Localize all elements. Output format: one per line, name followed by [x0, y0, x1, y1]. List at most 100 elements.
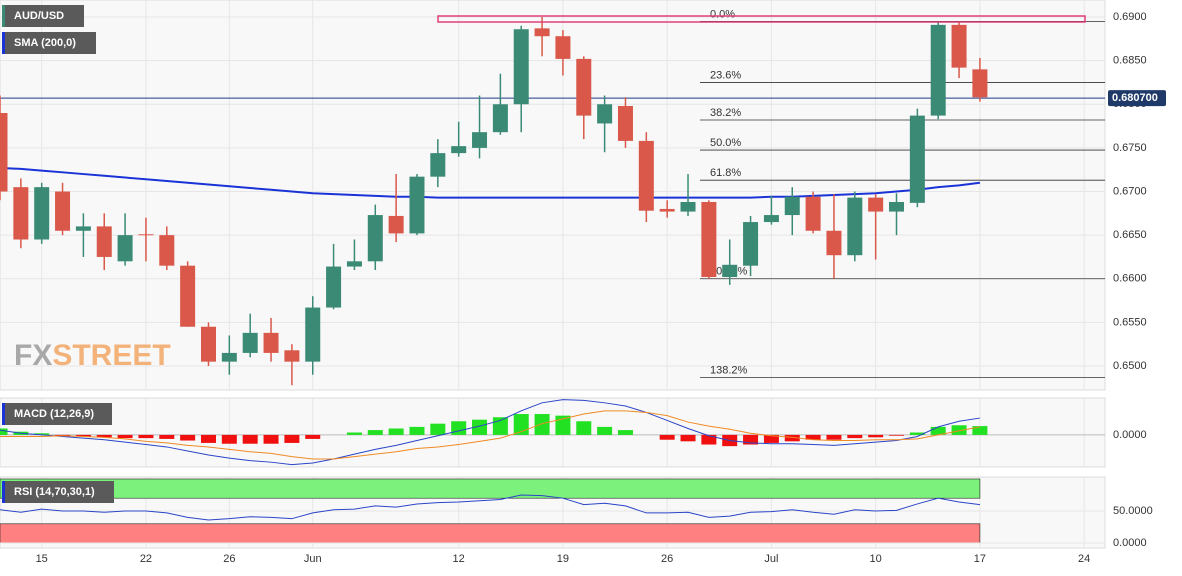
legend-box	[2, 481, 114, 503]
candle-body	[96, 226, 112, 257]
macd-bar	[743, 434, 759, 445]
macd-bar	[513, 414, 529, 435]
candle-body	[346, 261, 362, 267]
y-tick-label: 0.0000	[1113, 429, 1147, 441]
macd-bar	[200, 434, 216, 443]
legend-accent	[2, 5, 5, 27]
macd-bar	[346, 432, 362, 435]
macd-bar	[492, 417, 508, 435]
macd-bar	[180, 434, 196, 441]
candle-body	[826, 230, 842, 256]
macd-bar	[617, 430, 633, 435]
y-tick-label: 0.6700	[1113, 185, 1147, 197]
legend-label: SMA (200,0)	[14, 37, 76, 49]
range-box	[437, 15, 1086, 23]
legend-box	[2, 403, 112, 425]
fib-label: 0.0%	[710, 8, 735, 20]
candle-body	[784, 196, 800, 216]
macd-bar	[472, 419, 488, 435]
macd-bar	[242, 434, 258, 444]
macd-bar	[117, 434, 133, 439]
y-tick-label: 0.6900	[1113, 11, 1147, 23]
candle-body	[34, 187, 50, 240]
candle-body	[889, 201, 905, 212]
legend-box	[2, 5, 84, 27]
candle-body	[617, 106, 633, 141]
candle-body	[221, 352, 237, 362]
candle-body	[200, 326, 216, 362]
macd-bar	[930, 426, 946, 435]
candle-body	[534, 28, 550, 37]
macd-bar	[430, 423, 446, 435]
y-tick-label: 0.0000	[1113, 537, 1147, 549]
candle-body	[951, 24, 967, 68]
candle-body	[680, 201, 696, 212]
macd-bar	[909, 432, 925, 435]
macd-bar	[763, 434, 779, 443]
macd-bar	[784, 434, 800, 442]
candle-body	[180, 265, 196, 327]
candle-body	[367, 215, 383, 262]
candle-body	[409, 176, 425, 234]
x-tick-label: 12	[453, 553, 465, 565]
y-tick-label: 0.6650	[1113, 229, 1147, 241]
candle-body	[388, 215, 404, 234]
fib-label: 61.8%	[710, 167, 741, 179]
candle-body	[555, 36, 571, 59]
macd-bar	[847, 434, 863, 439]
line	[0, 399, 980, 466]
x-tick-label: 17	[974, 553, 986, 565]
macd-bar	[555, 415, 571, 435]
fib-label: 50.0%	[710, 137, 741, 149]
candle-body	[722, 264, 738, 278]
last-price-label: 0.680700	[1112, 92, 1158, 104]
candle-body	[763, 215, 779, 223]
x-tick-label: 10	[870, 553, 882, 565]
x-tick-label: 22	[140, 553, 152, 565]
line	[0, 166, 981, 199]
candle-body	[451, 146, 467, 154]
last-price-tag	[1108, 90, 1166, 107]
candle-body	[55, 191, 71, 231]
legend-accent	[2, 481, 5, 503]
candle-body	[242, 332, 258, 353]
candle-body	[930, 24, 946, 116]
macd-bar	[138, 434, 154, 439]
y-tick-label: 0.6500	[1113, 360, 1147, 372]
macd-bar	[534, 414, 550, 435]
candle-body	[597, 104, 613, 124]
candle-body	[159, 235, 175, 266]
macd-bar	[409, 426, 425, 435]
rsi-band	[0, 523, 981, 544]
macd-bar	[34, 433, 50, 435]
x-tick-label: 24	[1078, 553, 1090, 565]
candle-body	[909, 115, 925, 203]
candle-body	[284, 350, 300, 362]
macd-bar	[284, 434, 300, 443]
legend-label: MACD (12,26,9)	[14, 408, 94, 420]
candle-body	[659, 208, 675, 212]
y-tick-label: 0.6550	[1113, 316, 1147, 328]
candle-body	[326, 266, 342, 308]
candle-body	[472, 132, 488, 148]
fib-label: 23.6%	[710, 69, 741, 81]
fib-label: 138.2%	[710, 364, 748, 376]
macd-bar	[263, 434, 279, 444]
candle-body	[430, 153, 446, 177]
macd-bar	[680, 434, 696, 442]
macd-bar	[972, 426, 988, 435]
x-tick-label: 26	[661, 553, 673, 565]
candle-body	[138, 234, 154, 236]
legend-box	[2, 32, 96, 54]
candle-body	[0, 112, 8, 192]
y-tick-label: 50.0000	[1113, 505, 1153, 517]
macd-bar	[75, 434, 91, 437]
macd-bar	[826, 434, 842, 440]
candle-body	[743, 222, 759, 266]
macd-bar	[701, 434, 717, 445]
line	[0, 410, 981, 460]
candle-body	[117, 235, 133, 262]
x-tick-label: Jun	[304, 553, 322, 565]
x-tick-label: Jul	[764, 553, 778, 565]
